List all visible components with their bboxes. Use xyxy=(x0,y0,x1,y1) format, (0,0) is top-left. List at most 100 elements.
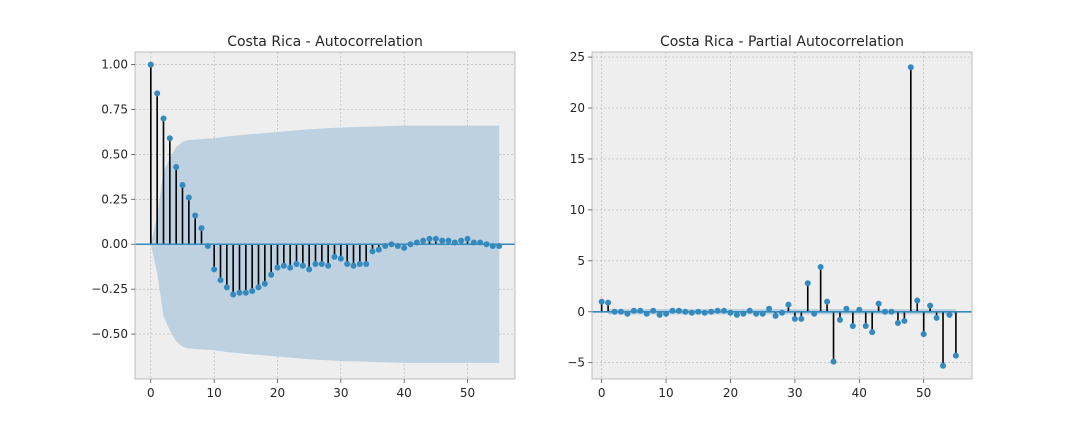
pacf-ytick-label: 25 xyxy=(570,50,585,64)
pacf-point xyxy=(669,307,676,314)
acf-point xyxy=(160,115,167,122)
acf-point xyxy=(198,225,205,232)
pacf-point xyxy=(753,310,760,317)
acf-point xyxy=(432,235,439,242)
acf-point xyxy=(268,271,275,278)
acf-point xyxy=(331,253,338,260)
acf-ytick-label: −0.50 xyxy=(91,327,128,341)
pacf-point xyxy=(785,301,792,308)
pacf-point xyxy=(869,329,876,336)
pacf-point xyxy=(695,308,702,315)
pacf-point xyxy=(836,316,843,323)
acf-point xyxy=(312,261,319,268)
acf-frame xyxy=(134,51,516,380)
pacf-point xyxy=(682,308,689,315)
pacf-point xyxy=(701,309,708,316)
acf-point xyxy=(325,262,332,269)
pacf-point xyxy=(637,307,644,314)
pacf-point xyxy=(843,305,850,312)
pacf-point xyxy=(888,308,895,315)
pacf-title: Costa Rica - Partial Autocorrelation xyxy=(660,34,904,50)
pacf-point xyxy=(605,299,612,306)
acf-point xyxy=(363,261,370,268)
pacf-xtick-label: 50 xyxy=(916,386,931,400)
acf-point xyxy=(382,243,389,250)
pacf-point xyxy=(663,310,670,317)
pacf-point xyxy=(927,302,934,309)
acf-point xyxy=(192,212,199,219)
acf-point xyxy=(458,237,465,244)
acf-point xyxy=(451,239,458,246)
acf-point xyxy=(445,237,452,244)
acf-point xyxy=(394,243,401,250)
acf-point xyxy=(299,262,306,269)
pacf-point xyxy=(914,297,921,304)
pacf-xtick-label: 30 xyxy=(787,386,802,400)
pacf-point xyxy=(656,311,663,318)
pacf-point xyxy=(624,310,631,317)
acf-point xyxy=(287,264,294,271)
pacf-xtick-label: 20 xyxy=(723,386,738,400)
acf-point xyxy=(255,284,262,291)
acf-point xyxy=(477,239,484,246)
acf-point xyxy=(236,289,243,296)
acf-point xyxy=(356,261,363,268)
pacf-point xyxy=(946,311,953,318)
pacf-panel: 0 10 20 30 40 50 −5 0 5 10 15 20 25 Costa Rica - Part… xyxy=(567,34,973,400)
pacf-point xyxy=(894,319,901,326)
pacf-point xyxy=(817,263,824,270)
pacf-point xyxy=(727,309,734,316)
pacf-point xyxy=(714,307,721,314)
acf-point xyxy=(204,243,211,250)
pacf-point xyxy=(798,315,805,322)
acf-point xyxy=(350,262,357,269)
acf-point xyxy=(217,277,224,284)
pacf-point xyxy=(952,352,959,359)
pacf-point xyxy=(688,309,695,316)
pacf-point xyxy=(849,323,856,330)
pacf-point xyxy=(643,310,650,317)
pacf-point xyxy=(933,314,940,321)
acf-point xyxy=(179,181,186,188)
pacf-point xyxy=(740,310,747,317)
pacf-point xyxy=(811,310,818,317)
acf-ytick-label: 0.00 xyxy=(101,237,128,251)
pacf-point xyxy=(791,315,798,322)
pacf-point xyxy=(746,307,753,314)
pacf-ytick-label: 15 xyxy=(570,152,585,166)
pacf-ytick-label: 20 xyxy=(570,101,585,115)
pacf-point xyxy=(617,308,624,315)
pacf-point xyxy=(721,307,728,314)
acf-point xyxy=(166,135,173,142)
acf-xtick-label: 40 xyxy=(397,386,412,400)
acf-xtick-label: 20 xyxy=(270,386,285,400)
acf-point xyxy=(464,235,471,242)
pacf-point xyxy=(856,306,863,313)
pacf-ytick-label: 5 xyxy=(577,254,585,268)
acf-ytick-label: 0.75 xyxy=(101,102,128,116)
pacf-point xyxy=(804,280,811,287)
pacf-point xyxy=(875,300,882,307)
acf-xtick-label: 0 xyxy=(147,386,155,400)
pacf-point xyxy=(708,308,715,315)
pacf-ytick-label: 0 xyxy=(577,305,585,319)
pacf-point xyxy=(759,310,766,317)
acf-ytick-label: 1.00 xyxy=(101,58,128,72)
acf-point xyxy=(274,264,281,271)
acf-point xyxy=(369,248,376,255)
pacf-point xyxy=(630,307,637,314)
acf-point xyxy=(173,163,180,170)
acf-point xyxy=(230,291,237,298)
pacf-point xyxy=(650,307,657,314)
pacf-point xyxy=(862,323,869,330)
acf-point xyxy=(261,280,268,287)
pacf-point xyxy=(907,64,914,71)
acf-point xyxy=(470,239,477,246)
pacf-point xyxy=(611,308,618,315)
acf-ytick-label: 0.25 xyxy=(101,192,128,206)
acf-point xyxy=(306,266,313,273)
acf-point xyxy=(242,289,249,296)
pacf-point xyxy=(772,312,779,319)
acf-ytick-label: −0.25 xyxy=(91,282,128,296)
acf-point xyxy=(375,246,382,253)
